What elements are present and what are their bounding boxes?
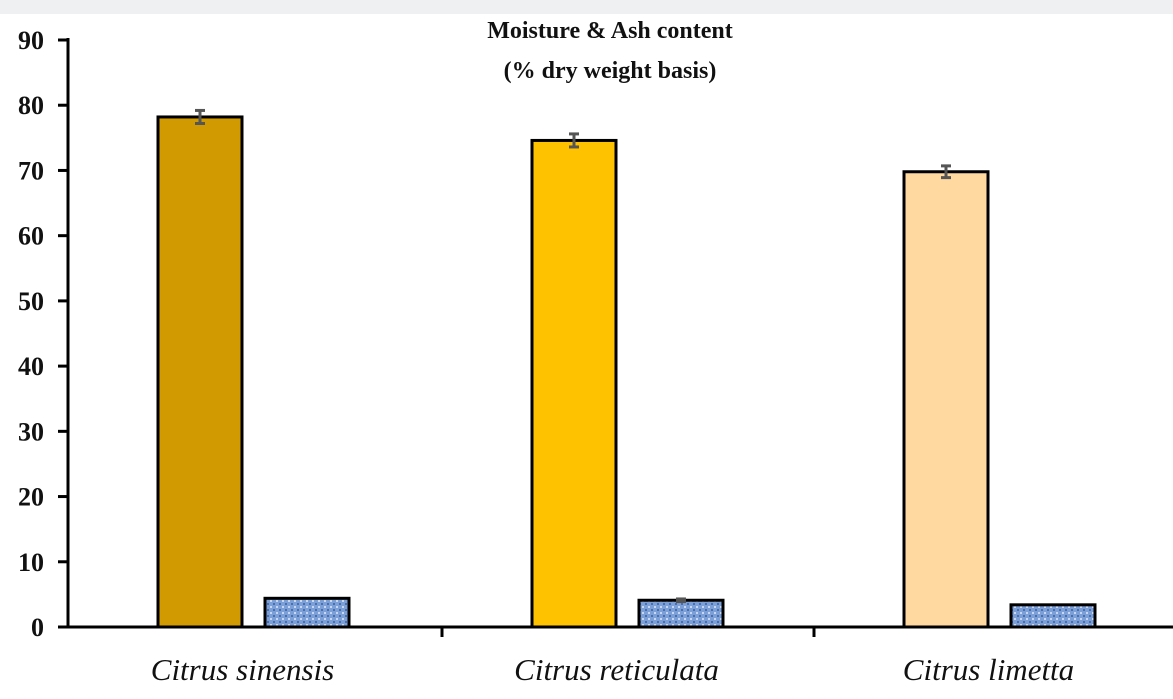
y-tick-label: 20	[18, 483, 44, 512]
moisture-bar	[156, 115, 244, 629]
chart-subtitle: (% dry weight basis)	[504, 58, 717, 84]
y-tick-label: 80	[18, 91, 44, 120]
y-tick-label: 60	[18, 222, 44, 251]
y-tick-label: 10	[18, 548, 44, 577]
x-tick-label: Citrus reticulata	[514, 652, 719, 687]
ash-bar	[1009, 603, 1097, 629]
y-tick-label: 30	[18, 417, 44, 446]
moisture-bar	[530, 138, 618, 629]
x-tick-label: Citrus sinensis	[151, 652, 334, 687]
ash-bar	[637, 598, 725, 629]
moisture-bar	[902, 170, 990, 629]
y-tick-label: 70	[18, 156, 44, 185]
plot-area: 0 10 20 30 40 50 60 70 80 90 Citrus sinensis Citrus…	[18, 26, 1173, 687]
y-tick-label: 50	[18, 287, 44, 316]
y-tick-label: 90	[18, 26, 44, 55]
y-tick-label: 0	[31, 613, 44, 642]
x-tick-label: Citrus limetta	[903, 652, 1074, 687]
chart-title: Moisture & Ash content	[487, 18, 733, 44]
ash-bar	[263, 596, 351, 629]
top-strip	[0, 0, 1173, 14]
y-tick-label: 40	[18, 352, 44, 381]
